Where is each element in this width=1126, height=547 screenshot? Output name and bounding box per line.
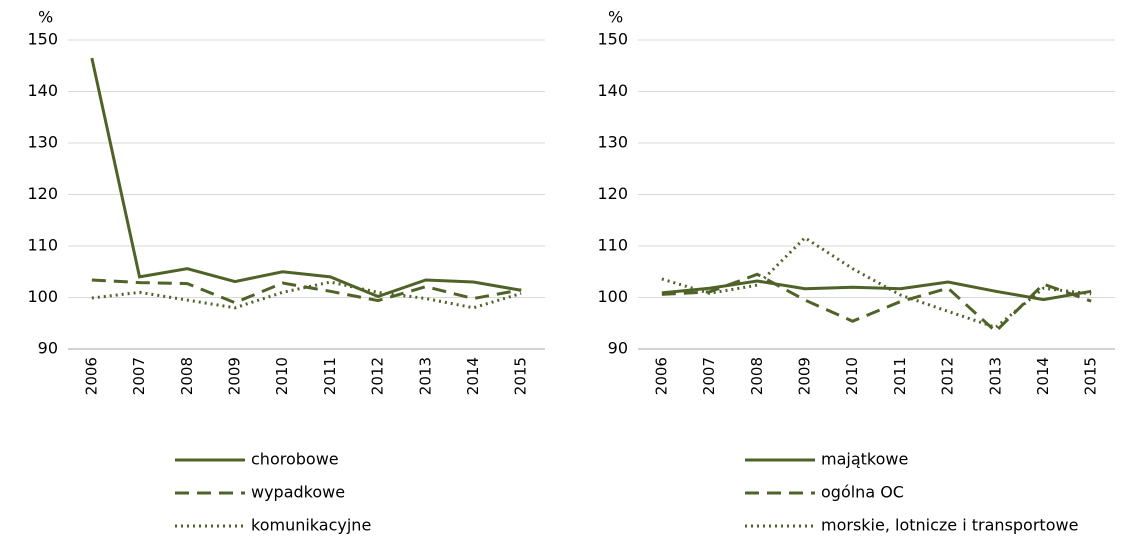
x-tick-label: 2010 (273, 357, 291, 395)
series-line (91, 280, 522, 310)
x-tick-label: 2009 (795, 357, 813, 395)
x-tick-label: 2013 (416, 357, 434, 395)
y-tick-label: 90 (38, 339, 58, 358)
x-tick-label: 2006 (82, 357, 100, 395)
y-tick-label: 140 (597, 81, 628, 100)
legend-label: wypadkowe (251, 483, 345, 502)
y-axis-label: % (608, 8, 623, 27)
x-tick-label: 2006 (652, 357, 670, 395)
x-tick-label: 2007 (700, 357, 718, 395)
legend-label: komunikacyjne (251, 516, 371, 535)
x-tick-label: 2015 (1082, 357, 1100, 395)
x-tick-label: 2008 (178, 357, 196, 395)
series-line (661, 272, 1092, 334)
y-tick-label: 90 (608, 339, 628, 358)
x-tick-label: 2011 (321, 357, 339, 395)
y-tick-label: 150 (27, 30, 58, 49)
legend-label: morskie, lotnicze i transportowe (821, 516, 1078, 535)
y-tick-label: 100 (597, 287, 628, 306)
y-axis-label: % (38, 8, 53, 27)
x-tick-label: 2008 (748, 357, 766, 395)
x-tick-label: 2010 (843, 357, 861, 395)
x-tick-label: 2014 (464, 357, 482, 395)
y-tick-label: 120 (597, 184, 628, 203)
x-tick-label: 2011 (891, 357, 909, 395)
legend-label: chorobowe (251, 450, 339, 469)
legend-label: ogólna OC (821, 483, 904, 502)
y-tick-label: 130 (597, 133, 628, 152)
series-line (661, 235, 1092, 330)
series-line (90, 57, 522, 299)
legend-label: majątkowe (821, 450, 908, 469)
x-tick-label: 2012 (939, 357, 957, 395)
x-tick-label: 2015 (512, 357, 530, 395)
x-tick-label: 2013 (986, 357, 1004, 395)
y-tick-label: 150 (597, 30, 628, 49)
x-tick-label: 2014 (1034, 357, 1052, 395)
y-tick-label: 110 (27, 236, 58, 255)
y-tick-label: 130 (27, 133, 58, 152)
x-tick-label: 2012 (369, 357, 387, 395)
y-tick-label: 120 (27, 184, 58, 203)
y-tick-label: 140 (27, 81, 58, 100)
y-tick-label: 110 (597, 236, 628, 255)
x-tick-label: 2007 (130, 357, 148, 395)
y-tick-label: 100 (27, 287, 58, 306)
series-line (91, 278, 522, 305)
x-tick-label: 2009 (225, 357, 243, 395)
